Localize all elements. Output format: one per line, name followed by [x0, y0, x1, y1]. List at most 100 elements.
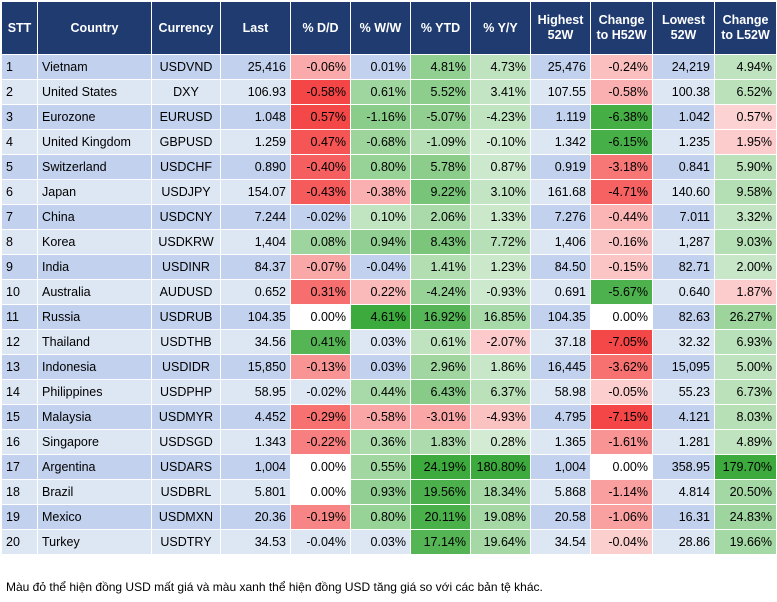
table-cell: -0.19% [290, 504, 351, 530]
table-cell: 0.57% [290, 104, 351, 130]
table-cell: 0.10% [350, 204, 411, 230]
table-cell: 7.72% [470, 229, 531, 255]
table-cell: USDMXN [151, 504, 221, 530]
table-cell: 1.41% [410, 254, 471, 280]
column-header: STT [1, 1, 38, 55]
table-cell: 358.95 [652, 454, 715, 480]
table-cell: 1.87% [714, 279, 777, 305]
table-cell: -4.23% [470, 104, 531, 130]
table-cell: 2.06% [410, 204, 471, 230]
table-row: 15 Malaysia USDMYR 4.452 -0.29% -0.58% -3.01% -… [1, 404, 777, 430]
table-cell: 5 [1, 154, 38, 180]
table-cell: 6.93% [714, 329, 777, 355]
table-row: 7 China USDCNY 7.244 -0.02% 0.10% 2.06% 1.33% 7.… [1, 204, 777, 230]
table-cell: 0.00% [290, 479, 351, 505]
table-cell: -0.10% [470, 129, 531, 155]
table-row: 1 Vietnam USDVND 25,416 -0.06% 0.01% 4.81% 4.73… [1, 54, 777, 80]
table-cell: 1.33% [470, 204, 531, 230]
table-cell: 1 [1, 54, 38, 80]
table-cell: 4.94% [714, 54, 777, 80]
table-cell: 12 [1, 329, 38, 355]
table-cell: 0.919 [530, 154, 591, 180]
table-cell: Vietnam [37, 54, 152, 80]
table-cell: 104.35 [220, 304, 291, 330]
table-cell: 2 [1, 79, 38, 105]
table-cell: EURUSD [151, 104, 221, 130]
table-cell: USDMYR [151, 404, 221, 430]
table-cell: Singapore [37, 429, 152, 455]
table-cell: 0.80% [350, 504, 411, 530]
table-cell: 26.27% [714, 304, 777, 330]
table-cell: -0.04% [350, 254, 411, 280]
table-cell: 6.52% [714, 79, 777, 105]
table-cell: Eurozone [37, 104, 152, 130]
table-cell: 55.23 [652, 379, 715, 405]
table-cell: 1,004 [530, 454, 591, 480]
table-cell: USDTHB [151, 329, 221, 355]
table-cell: 8 [1, 229, 38, 255]
table-cell: 4.89% [714, 429, 777, 455]
table-cell: -4.71% [590, 179, 653, 205]
table-cell: Japan [37, 179, 152, 205]
table-cell: -1.06% [590, 504, 653, 530]
table-cell: -0.29% [290, 404, 351, 430]
table-cell: USDCNY [151, 204, 221, 230]
table-row: 3 Eurozone EURUSD 1.048 0.57% -1.16% -5.07% -4.… [1, 104, 777, 130]
table-cell: 32.32 [652, 329, 715, 355]
table-cell: Philippines [37, 379, 152, 405]
table-cell: DXY [151, 79, 221, 105]
table-cell: 1.23% [470, 254, 531, 280]
table-cell: 3.32% [714, 204, 777, 230]
table-cell: -7.15% [590, 404, 653, 430]
table-cell: 1.042 [652, 104, 715, 130]
table-cell: 4 [1, 129, 38, 155]
table-cell: 4.795 [530, 404, 591, 430]
table-cell: 19.56% [410, 479, 471, 505]
table-cell: 24,219 [652, 54, 715, 80]
table-cell: India [37, 254, 152, 280]
table-cell: 4.73% [470, 54, 531, 80]
table-cell: 1.343 [220, 429, 291, 455]
table-cell: 25,476 [530, 54, 591, 80]
table-cell: 6.43% [410, 379, 471, 405]
table-cell: 179.70% [714, 454, 777, 480]
column-header: Change to L52W [714, 1, 777, 55]
table-cell: 19.64% [470, 529, 531, 555]
table-cell: -0.93% [470, 279, 531, 305]
table-cell: 6.37% [470, 379, 531, 405]
table-row: 20 Turkey USDTRY 34.53 -0.04% 0.03% 17.14% 19.6… [1, 529, 777, 555]
table-cell: 7 [1, 204, 38, 230]
header-row: STT Country Currency Last% D/D% W/W% YTD% Y… [1, 1, 777, 55]
table-cell: 1.365 [530, 429, 591, 455]
table-cell: 106.93 [220, 79, 291, 105]
table-cell: 18 [1, 479, 38, 505]
table-cell: 18.34% [470, 479, 531, 505]
table-cell: USDKRW [151, 229, 221, 255]
table-cell: 16.31 [652, 504, 715, 530]
table-cell: 0.00% [290, 454, 351, 480]
table-cell: 4.452 [220, 404, 291, 430]
table-cell: -1.61% [590, 429, 653, 455]
table-cell: USDSGD [151, 429, 221, 455]
table-cell: -0.22% [290, 429, 351, 455]
table-cell: 8.43% [410, 229, 471, 255]
table-cell: GBPUSD [151, 129, 221, 155]
table-cell: Thailand [37, 329, 152, 355]
table-cell: 5.801 [220, 479, 291, 505]
table-cell: 104.35 [530, 304, 591, 330]
table-cell: 9 [1, 254, 38, 280]
table-cell: -7.05% [590, 329, 653, 355]
column-header: % D/D [290, 1, 351, 55]
table-cell: 107.55 [530, 79, 591, 105]
table-cell: -0.07% [290, 254, 351, 280]
table-cell: 16,445 [530, 354, 591, 380]
table-cell: 0.36% [350, 429, 411, 455]
table-cell: -1.16% [350, 104, 411, 130]
table-cell: United States [37, 79, 152, 105]
table-cell: -0.05% [590, 379, 653, 405]
table-cell: 37.18 [530, 329, 591, 355]
table-cell: 13 [1, 354, 38, 380]
table-cell: Russia [37, 304, 152, 330]
table-cell: -1.14% [590, 479, 653, 505]
